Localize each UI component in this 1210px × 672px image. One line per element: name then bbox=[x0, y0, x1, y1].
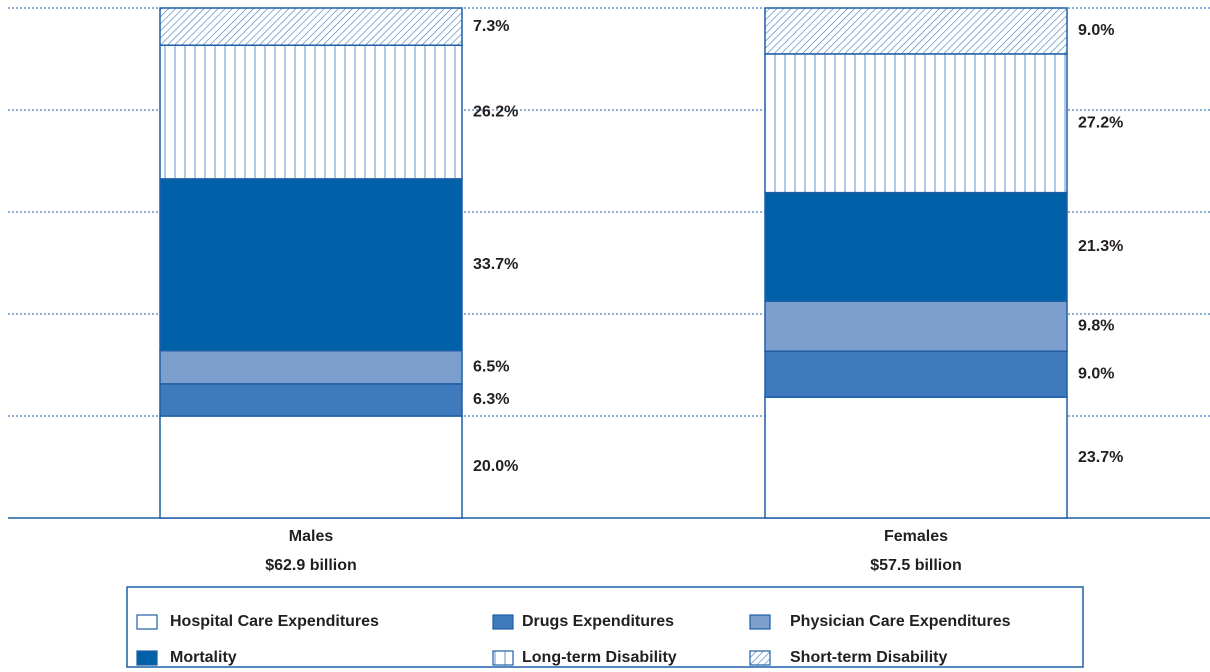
bar-segment bbox=[764, 7, 1068, 55]
value-label: 9.0% bbox=[1078, 22, 1114, 39]
value-label: 6.5% bbox=[473, 359, 509, 376]
value-label: 27.2% bbox=[1078, 114, 1123, 131]
legend-label: Physician Care Expenditures bbox=[790, 613, 1011, 630]
legend-label: Mortality bbox=[170, 649, 237, 666]
legend-swatch bbox=[136, 650, 158, 666]
bar-segment bbox=[159, 383, 463, 417]
value-label: 26.2% bbox=[473, 103, 518, 120]
bar-segment bbox=[764, 300, 1068, 352]
value-label: 7.3% bbox=[473, 18, 509, 35]
bar-segment bbox=[159, 7, 463, 46]
value-label: 20.0% bbox=[473, 458, 518, 475]
bar-segment bbox=[764, 396, 1068, 519]
bar-segment bbox=[764, 350, 1068, 398]
legend-label: Hospital Care Expenditures bbox=[170, 613, 379, 630]
category-note: $62.9 billion bbox=[265, 557, 357, 574]
category-label: Females bbox=[884, 528, 948, 545]
legend-swatch bbox=[749, 650, 771, 666]
legend-label: Short-term Disability bbox=[790, 649, 947, 666]
value-label: 21.3% bbox=[1078, 238, 1123, 255]
legend-box bbox=[126, 586, 1084, 668]
value-label: 33.7% bbox=[473, 256, 518, 273]
category-label: Males bbox=[289, 528, 334, 545]
category-note: $57.5 billion bbox=[870, 557, 962, 574]
value-label: 9.8% bbox=[1078, 317, 1114, 334]
value-label: 9.0% bbox=[1078, 365, 1114, 382]
bar-segment bbox=[764, 53, 1068, 194]
bar-segment bbox=[159, 178, 463, 352]
legend-label: Long-term Disability bbox=[522, 649, 677, 666]
legend-swatch bbox=[136, 614, 158, 630]
value-label: 23.7% bbox=[1078, 449, 1123, 466]
bar-segment bbox=[159, 349, 463, 385]
bar-segment bbox=[764, 191, 1068, 302]
legend-label: Drugs Expenditures bbox=[522, 613, 674, 630]
bar-segment bbox=[159, 415, 463, 519]
bar-segment bbox=[159, 44, 463, 180]
legend-swatch bbox=[492, 650, 514, 666]
value-label: 6.3% bbox=[473, 391, 509, 408]
legend-swatch bbox=[492, 614, 514, 630]
legend-swatch bbox=[749, 614, 771, 630]
